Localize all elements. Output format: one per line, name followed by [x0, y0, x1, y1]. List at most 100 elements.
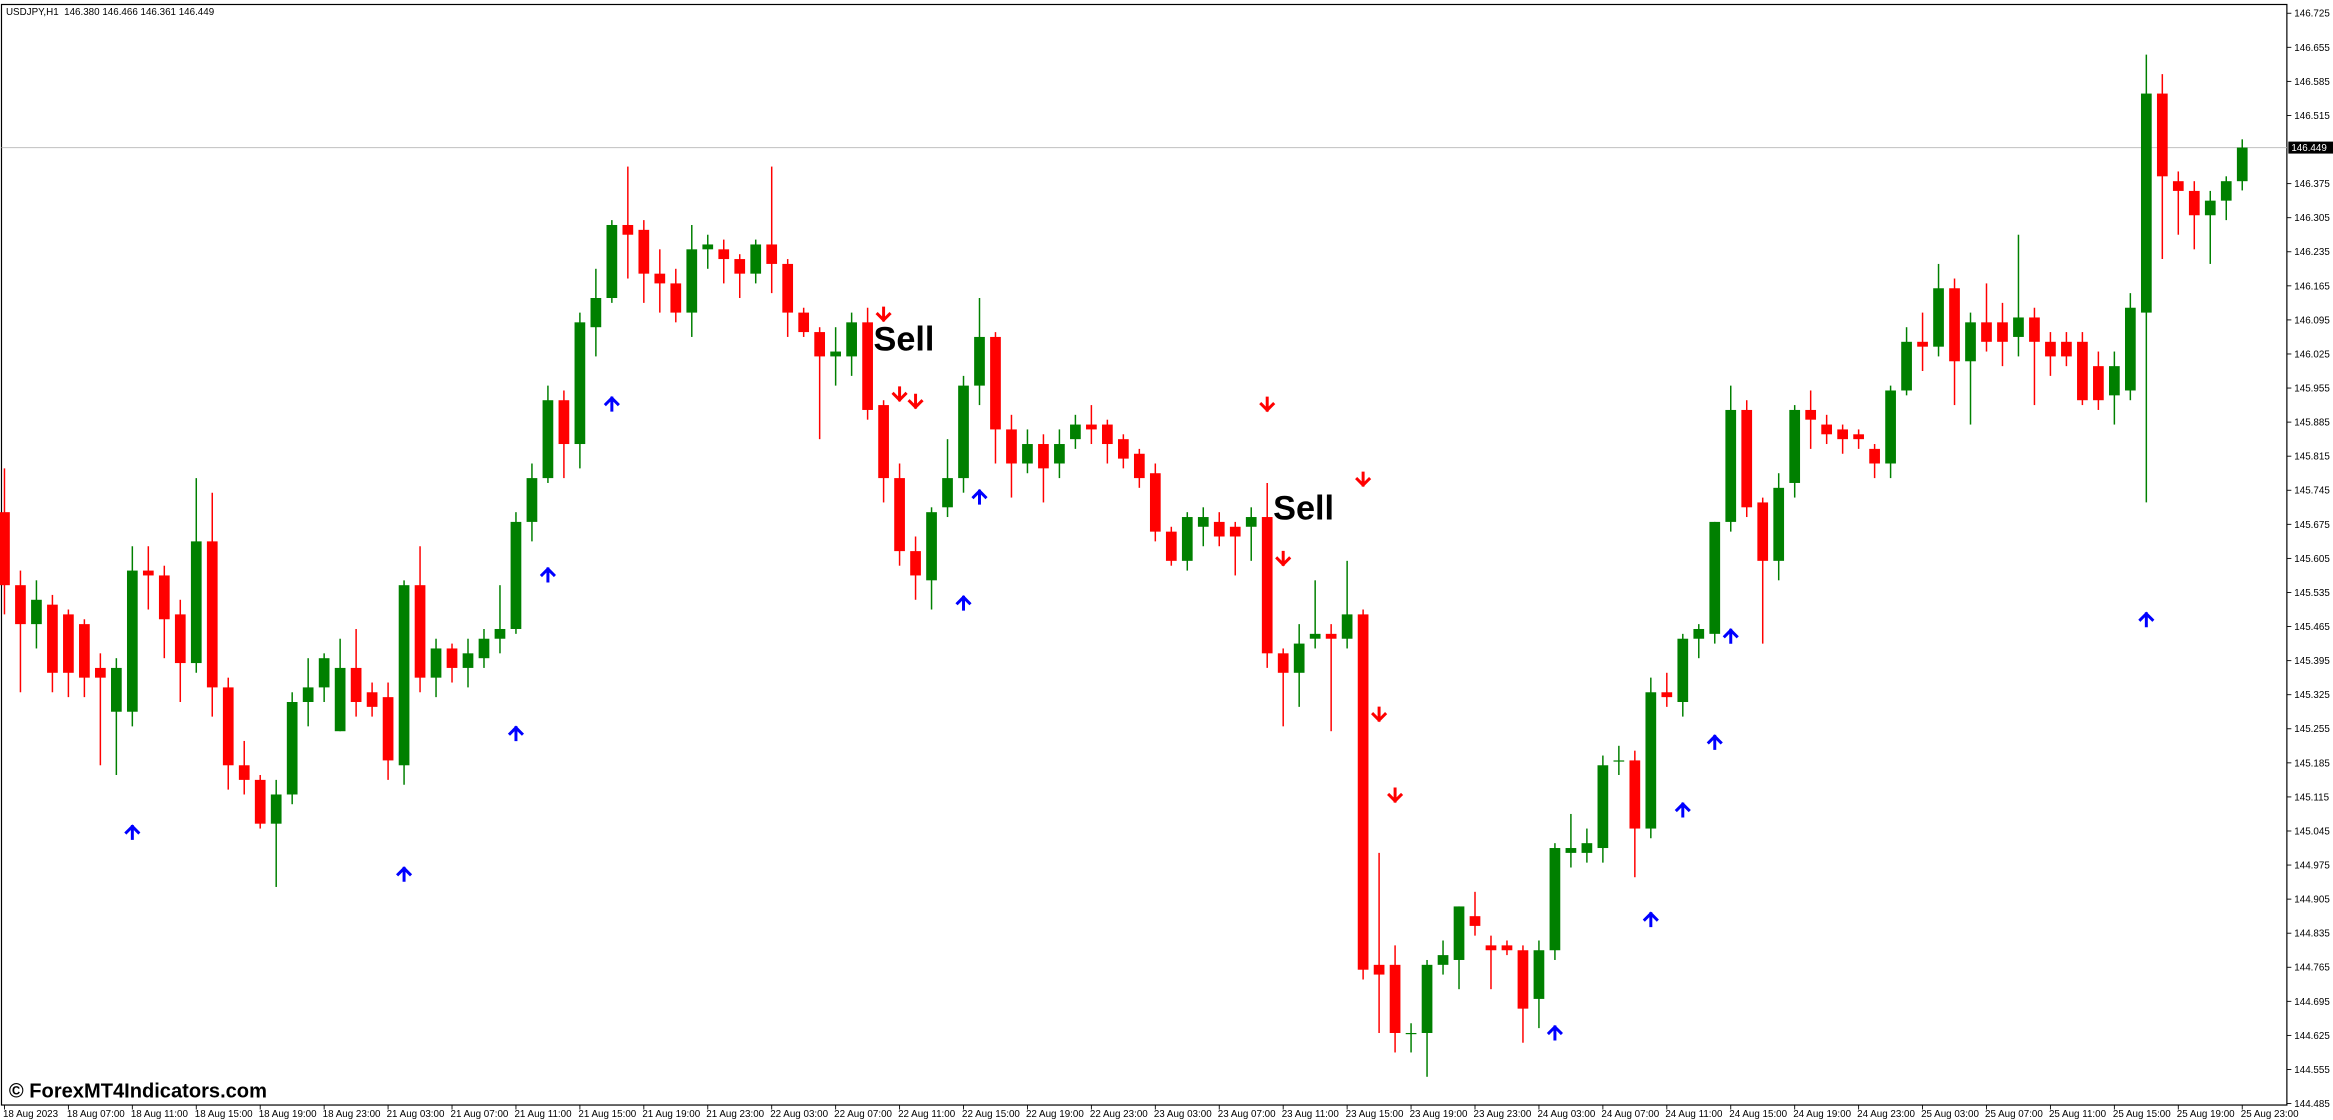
candle-body [990, 336, 1001, 430]
x-tick-label: 23 Aug 11:00 [1282, 1109, 1340, 1120]
candle-body [1293, 643, 1305, 673]
buy-arrow [539, 566, 556, 583]
candle-body [958, 385, 969, 479]
y-tick-label: 144.975 [2294, 860, 2330, 871]
annotation: Sell [874, 320, 935, 358]
candle-body [670, 283, 682, 313]
buy-arrow [124, 824, 141, 840]
candle-body [1022, 444, 1033, 464]
candle-body [2029, 317, 2040, 342]
candle-body [654, 273, 666, 284]
candle-body [686, 249, 698, 313]
y-tick-label: 146.165 [2294, 281, 2330, 292]
buy-arrow [971, 488, 988, 505]
candle-body [1677, 638, 1689, 703]
plot-frame [0, 3, 2288, 1106]
x-tick-label: 18 Aug 23:00 [323, 1109, 381, 1120]
y-tick-label: 145.185 [2294, 758, 2330, 769]
candle-body [2236, 147, 2248, 182]
candle-body [366, 692, 378, 707]
candle-body [910, 551, 921, 576]
candle-body [1917, 341, 1928, 347]
candle-body [558, 400, 570, 445]
y-tick-label: 146.655 [2294, 43, 2330, 54]
candle-body [206, 541, 218, 688]
candle-body [430, 648, 442, 678]
candle-body [1661, 692, 1673, 698]
x-tick-label: 21 Aug 03:00 [387, 1109, 445, 1120]
candle-body [398, 585, 410, 766]
x-tick-label: 25 Aug 19:00 [2177, 1109, 2235, 1120]
candle-body [2188, 190, 2200, 216]
y-tick-label: 146.305 [2294, 213, 2330, 224]
x-tick-label: 25 Aug 07:00 [1985, 1109, 2043, 1120]
candle-body [1773, 487, 1785, 561]
candle-body [1757, 502, 1769, 561]
candle-body [590, 298, 602, 328]
watermark: © ForexMT4Indicators.com [9, 1080, 267, 1102]
candle-body [510, 521, 522, 629]
y-tick-label: 145.465 [2294, 622, 2330, 633]
x-tick-label: 23 Aug 03:00 [1154, 1109, 1212, 1120]
y-tick-label: 144.625 [2294, 1031, 2330, 1042]
y-tick-label: 146.725 [2294, 9, 2330, 20]
candle-body [974, 336, 985, 386]
candle-body [126, 570, 138, 712]
candle-body [318, 658, 330, 688]
candle-body [286, 702, 298, 795]
candle-body [2220, 181, 2232, 201]
candle-body [1533, 950, 1545, 999]
candle-body [702, 244, 714, 250]
y-tick-label: 145.535 [2294, 588, 2330, 599]
y-tick-label: 144.695 [2294, 997, 2330, 1008]
candle-body [414, 585, 426, 678]
candle-body [2045, 341, 2056, 357]
candle-body [110, 667, 122, 712]
y-tick-label: 145.605 [2294, 554, 2330, 565]
sell-arrow [1387, 787, 1404, 804]
current-price-box [2288, 141, 2333, 154]
candle-body [878, 405, 889, 479]
buy-arrow [1546, 1024, 1563, 1041]
candle-body [2172, 181, 2184, 191]
candle-body [1789, 409, 1801, 483]
candle-body [2124, 307, 2136, 391]
candle-body [1070, 424, 1081, 440]
candle-body [1054, 444, 1065, 464]
y-tick-label: 144.905 [2294, 895, 2330, 906]
candle-body [142, 570, 154, 576]
x-tick-label: 22 Aug 15:00 [962, 1109, 1020, 1120]
candle-body [158, 575, 170, 620]
x-tick-label: 21 Aug 15:00 [578, 1109, 636, 1120]
y-tick-label: 145.815 [2294, 452, 2330, 463]
candle-body [1693, 628, 1705, 639]
buy-arrow [1674, 801, 1691, 818]
x-tick-label: 24 Aug 11:00 [1665, 1109, 1723, 1120]
candle-body [1086, 424, 1097, 430]
candle-body [1357, 614, 1369, 970]
candle-body [894, 478, 905, 552]
candle-body [1341, 614, 1353, 639]
candle-body [846, 322, 857, 357]
candle-body [302, 687, 314, 703]
candle-body [2013, 317, 2024, 337]
x-tick-label: 24 Aug 07:00 [1601, 1109, 1659, 1120]
annotation: Sell [1273, 489, 1334, 527]
candle-body [2156, 93, 2168, 177]
candle-body [1981, 322, 1992, 342]
candle-body [1197, 517, 1209, 527]
candle-body [254, 779, 266, 824]
candle-body [334, 667, 346, 732]
y-tick-label: 146.585 [2294, 77, 2330, 88]
candle-body [350, 667, 362, 703]
candle-body [1277, 653, 1289, 673]
candle-body [1006, 429, 1017, 464]
y-tick-label: 145.255 [2294, 724, 2330, 735]
candle-body [1965, 322, 1976, 362]
buy-arrow [955, 595, 972, 611]
x-tick-label: 22 Aug 07:00 [834, 1109, 892, 1120]
candle-body [1165, 531, 1177, 561]
candle-body [1181, 517, 1193, 561]
candle-body [174, 614, 186, 664]
